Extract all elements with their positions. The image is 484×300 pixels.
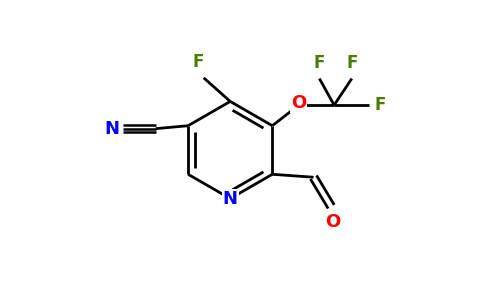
Text: F: F (346, 54, 358, 72)
Text: F: F (314, 54, 325, 72)
Text: N: N (223, 190, 238, 208)
Text: F: F (375, 96, 386, 114)
Text: O: O (291, 94, 306, 112)
Text: O: O (325, 213, 340, 231)
Text: N: N (105, 120, 120, 138)
Text: F: F (192, 53, 203, 71)
